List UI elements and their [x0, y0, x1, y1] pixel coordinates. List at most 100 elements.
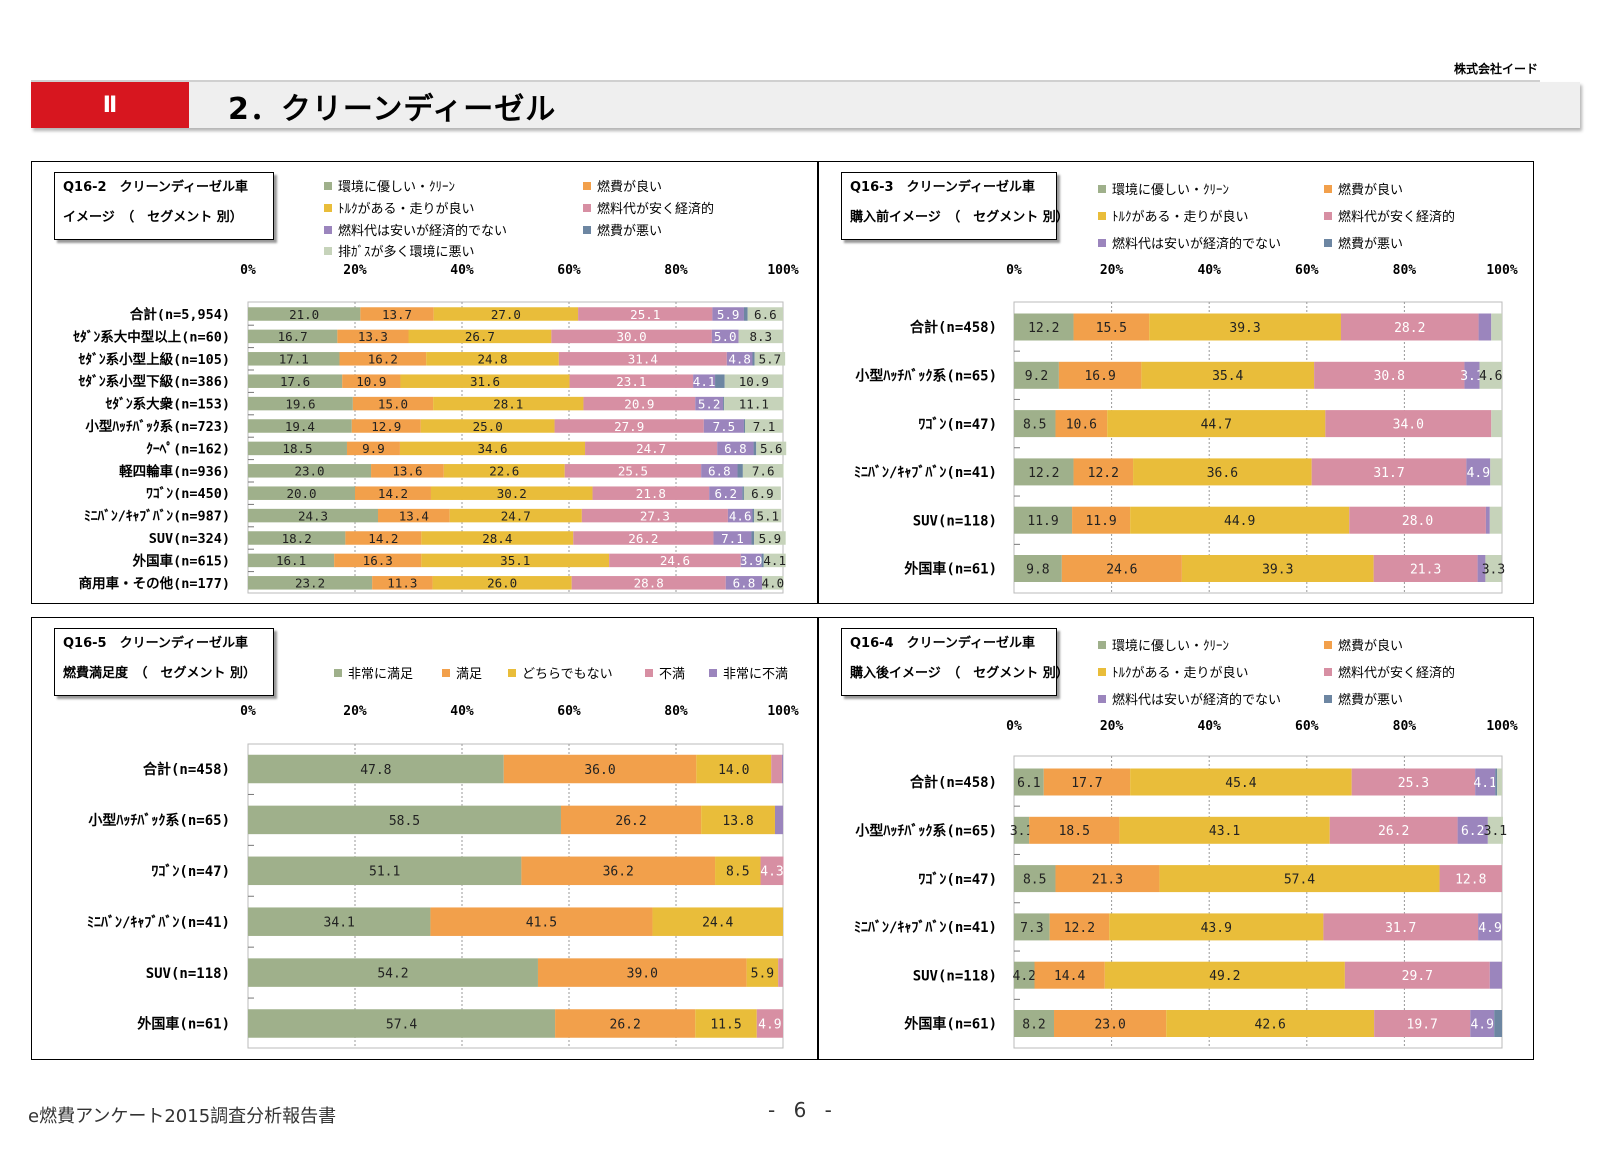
data-label: 24.4 [702, 916, 733, 931]
legend-item: どちらでもない [508, 663, 613, 682]
bar-segment [709, 486, 743, 500]
data-label: 7.1 [721, 531, 744, 546]
bar-segment [715, 856, 761, 886]
bar-segment [248, 307, 361, 321]
data-label: 36.6 [1207, 466, 1238, 481]
bar-segment [421, 531, 574, 545]
bar-segment [1109, 913, 1324, 941]
bar-segment [1014, 555, 1062, 582]
data-label: 25.5 [618, 464, 648, 479]
legend-label: 満足 [456, 667, 483, 682]
bar-segment [1485, 506, 1490, 534]
bar-segment [1058, 361, 1142, 389]
bar-segment [1351, 768, 1476, 796]
data-label: 9.2 [1025, 369, 1048, 384]
data-label: 29.7 [1402, 969, 1433, 984]
chapter-badge: Ⅱ [31, 82, 189, 128]
bar-segment [711, 329, 739, 344]
data-label: 22.6 [489, 464, 519, 479]
data-label: 19.7 [1407, 1017, 1438, 1032]
bar-segment [337, 329, 409, 344]
bar-segment [408, 329, 552, 344]
bar-segment [360, 307, 434, 321]
bar-segment [725, 576, 763, 590]
axis-tick-label: 0% [1006, 719, 1022, 734]
chart-panel-q16-4: Q16-4 クリーンディーゼル車 購入後イメージ （ セグメント 別） 環境に優… [818, 617, 1534, 1060]
data-label: 5.7 [759, 352, 782, 367]
bar-segment [1130, 506, 1350, 534]
legend-item: 不満 [645, 663, 685, 682]
data-label: 11.9 [1085, 514, 1116, 529]
bar-segment [1478, 313, 1492, 341]
data-label: 11.9 [1027, 514, 1058, 529]
bar-segment [1457, 816, 1488, 844]
bar-segment [248, 508, 379, 523]
bar-segment [713, 531, 752, 545]
bar-segment [339, 352, 427, 366]
category-label: ﾐﾆﾊﾞﾝ/ｷｬﾌﾞﾊﾞﾝ(n=987) [84, 508, 230, 525]
bar-segment [420, 419, 555, 433]
data-label: 11.3 [387, 576, 417, 591]
bar-segment [1055, 410, 1108, 438]
data-label: 13.8 [722, 814, 753, 829]
bar-segment [1314, 361, 1465, 389]
stacked-bar-chart: 0% 20% 40% 60% 80% 100% 合計(n=458) 6.1 17.7 45.4 25… [854, 719, 1518, 1049]
bar-segment [1073, 458, 1134, 486]
bar-segment [248, 856, 522, 886]
bar-segment [371, 464, 444, 478]
legend-swatch [1098, 185, 1106, 193]
legend-swatch [1098, 239, 1106, 247]
legend-item: 非常に満足 [334, 663, 413, 682]
company-name: 株式会社イード [1453, 62, 1538, 76]
bar-segment [778, 958, 783, 987]
axis-tick-label: 60% [557, 263, 581, 278]
plot-area [1013, 301, 1503, 594]
data-label: 28.0 [1402, 514, 1433, 529]
category-label: SUV(n=118) [913, 968, 997, 984]
bar-segment [727, 508, 753, 523]
legend-swatch [508, 669, 516, 677]
bar-segment [248, 1009, 556, 1038]
bar-segment [248, 441, 347, 456]
legend-label: 燃料代は安いが経済的でない [1112, 237, 1282, 252]
data-label: 43.1 [1209, 824, 1240, 839]
data-label: 27.3 [640, 508, 670, 523]
axis-tick-label: 80% [1393, 719, 1417, 734]
bar-segment [693, 374, 716, 388]
bar-segment [715, 374, 725, 388]
bar-segment [585, 441, 718, 456]
data-label: 12.2 [1028, 321, 1059, 336]
bar-segment [345, 531, 422, 545]
axis-tick-label: 40% [1197, 263, 1221, 278]
axis-tick-label: 20% [1100, 719, 1124, 734]
bar-segment [742, 486, 744, 500]
report-title: e燃費アンケート2015調査分析報告書 [28, 1106, 337, 1127]
legend-label: 排ｶﾞｽが多く環境に悪い [338, 245, 475, 260]
data-label: 19.6 [285, 396, 315, 411]
data-label: 36.2 [603, 865, 634, 880]
data-label: 5.9 [751, 967, 774, 982]
bar-segment [248, 396, 353, 411]
chart-title-line-2: 購入後イメージ （ セグメント 別） [850, 666, 1069, 681]
category-label: ﾜｺﾞﾝ(n=47) [151, 863, 230, 880]
legend-swatch [583, 182, 591, 190]
bar-segment [1323, 913, 1479, 941]
bar-segment [1014, 1010, 1055, 1037]
data-label: 3.9 [740, 553, 763, 568]
data-label: 31.7 [1385, 921, 1416, 936]
data-label: 4.9 [1478, 921, 1501, 936]
bar-segment [1470, 1010, 1495, 1037]
legend-label: 燃費が悪い [597, 224, 663, 239]
bar-segment [1149, 313, 1341, 341]
axis-tick-label: 40% [1197, 719, 1221, 734]
legend-item: ﾄﾙｸがある・走りが良い [1098, 206, 1249, 225]
data-label: 6.9 [751, 486, 774, 501]
axis-tick-label: 40% [450, 263, 474, 278]
data-label: 18.5 [1059, 824, 1090, 839]
data-label: 7.6 [752, 464, 775, 479]
category-label: SUV(n=324) [149, 531, 230, 547]
bar-segment [1014, 506, 1073, 534]
axis-tick-label: 20% [343, 704, 367, 719]
bar-segment [743, 419, 746, 433]
data-label: 15.5 [1096, 321, 1127, 336]
